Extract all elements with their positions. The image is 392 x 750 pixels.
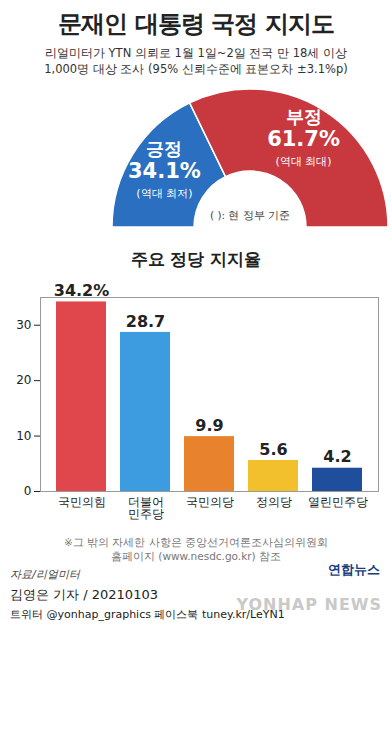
svg-text:국민의힘: 국민의힘: [58, 495, 106, 509]
svg-text:34.2%: 34.2%: [54, 281, 110, 300]
svg-text:더불어민주당: 더불어민주당: [128, 495, 164, 521]
svg-text:9.9: 9.9: [195, 416, 223, 435]
svg-text:열린민주당: 열린민주당: [308, 495, 368, 509]
svg-text:0: 0: [24, 484, 32, 498]
svg-text:20: 20: [16, 374, 31, 388]
html-text:주요 정당 지지율: 주요 정당 지지율: [130, 249, 262, 269]
html-text:트위터 @yonhap_graphics 페이스북 tune: 트위터 @yonhap_graphics 페이스북 tuney.kr/LeYN1: [10, 608, 285, 622]
svg-text:4.2: 4.2: [323, 447, 351, 466]
svg-text:28.7: 28.7: [126, 312, 165, 331]
svg-text:30: 30: [16, 318, 31, 332]
svg-text:긍정34.1%(역대 최저): 긍정34.1%(역대 최저): [128, 138, 201, 200]
svg-text:10: 10: [16, 429, 31, 443]
svg-text:( ): 현 정부 기준: ( ): 현 정부 기준: [210, 209, 290, 221]
html-text:문재인 대통령 국정 지지도: 문재인 대통령 국정 지지도: [58, 10, 334, 38]
svg-text:5.6: 5.6: [259, 440, 287, 459]
html-text:연합뉴스: 연합뉴스: [328, 562, 380, 577]
html-text:자료/리얼미터: 자료/리얼미터: [10, 568, 80, 582]
html-text:리얼미터가 YTN 의뢰로 1월 1일~2일 전국 만 18: 리얼미터가 YTN 의뢰로 1월 1일~2일 전국 만 18세 이상 1,000…: [44, 46, 348, 76]
html-text:김영은 기자 / 20210103: 김영은 기자 / 20210103: [10, 587, 158, 603]
html-text:※그 밖의 자세한 사항은 중앙선거여론조사심의위원회 홈페: ※그 밖의 자세한 사항은 중앙선거여론조사심의위원회 홈페이지 (www.ne…: [63, 536, 329, 563]
svg-text:국민의당: 국민의당: [186, 495, 234, 509]
svg-text:정의당: 정의당: [256, 495, 292, 509]
html-text:YONHAP NEWS: YONHAP NEWS: [236, 595, 382, 614]
svg-text:부정61.7%(역대 최대): 부정61.7%(역대 최대): [267, 106, 340, 168]
